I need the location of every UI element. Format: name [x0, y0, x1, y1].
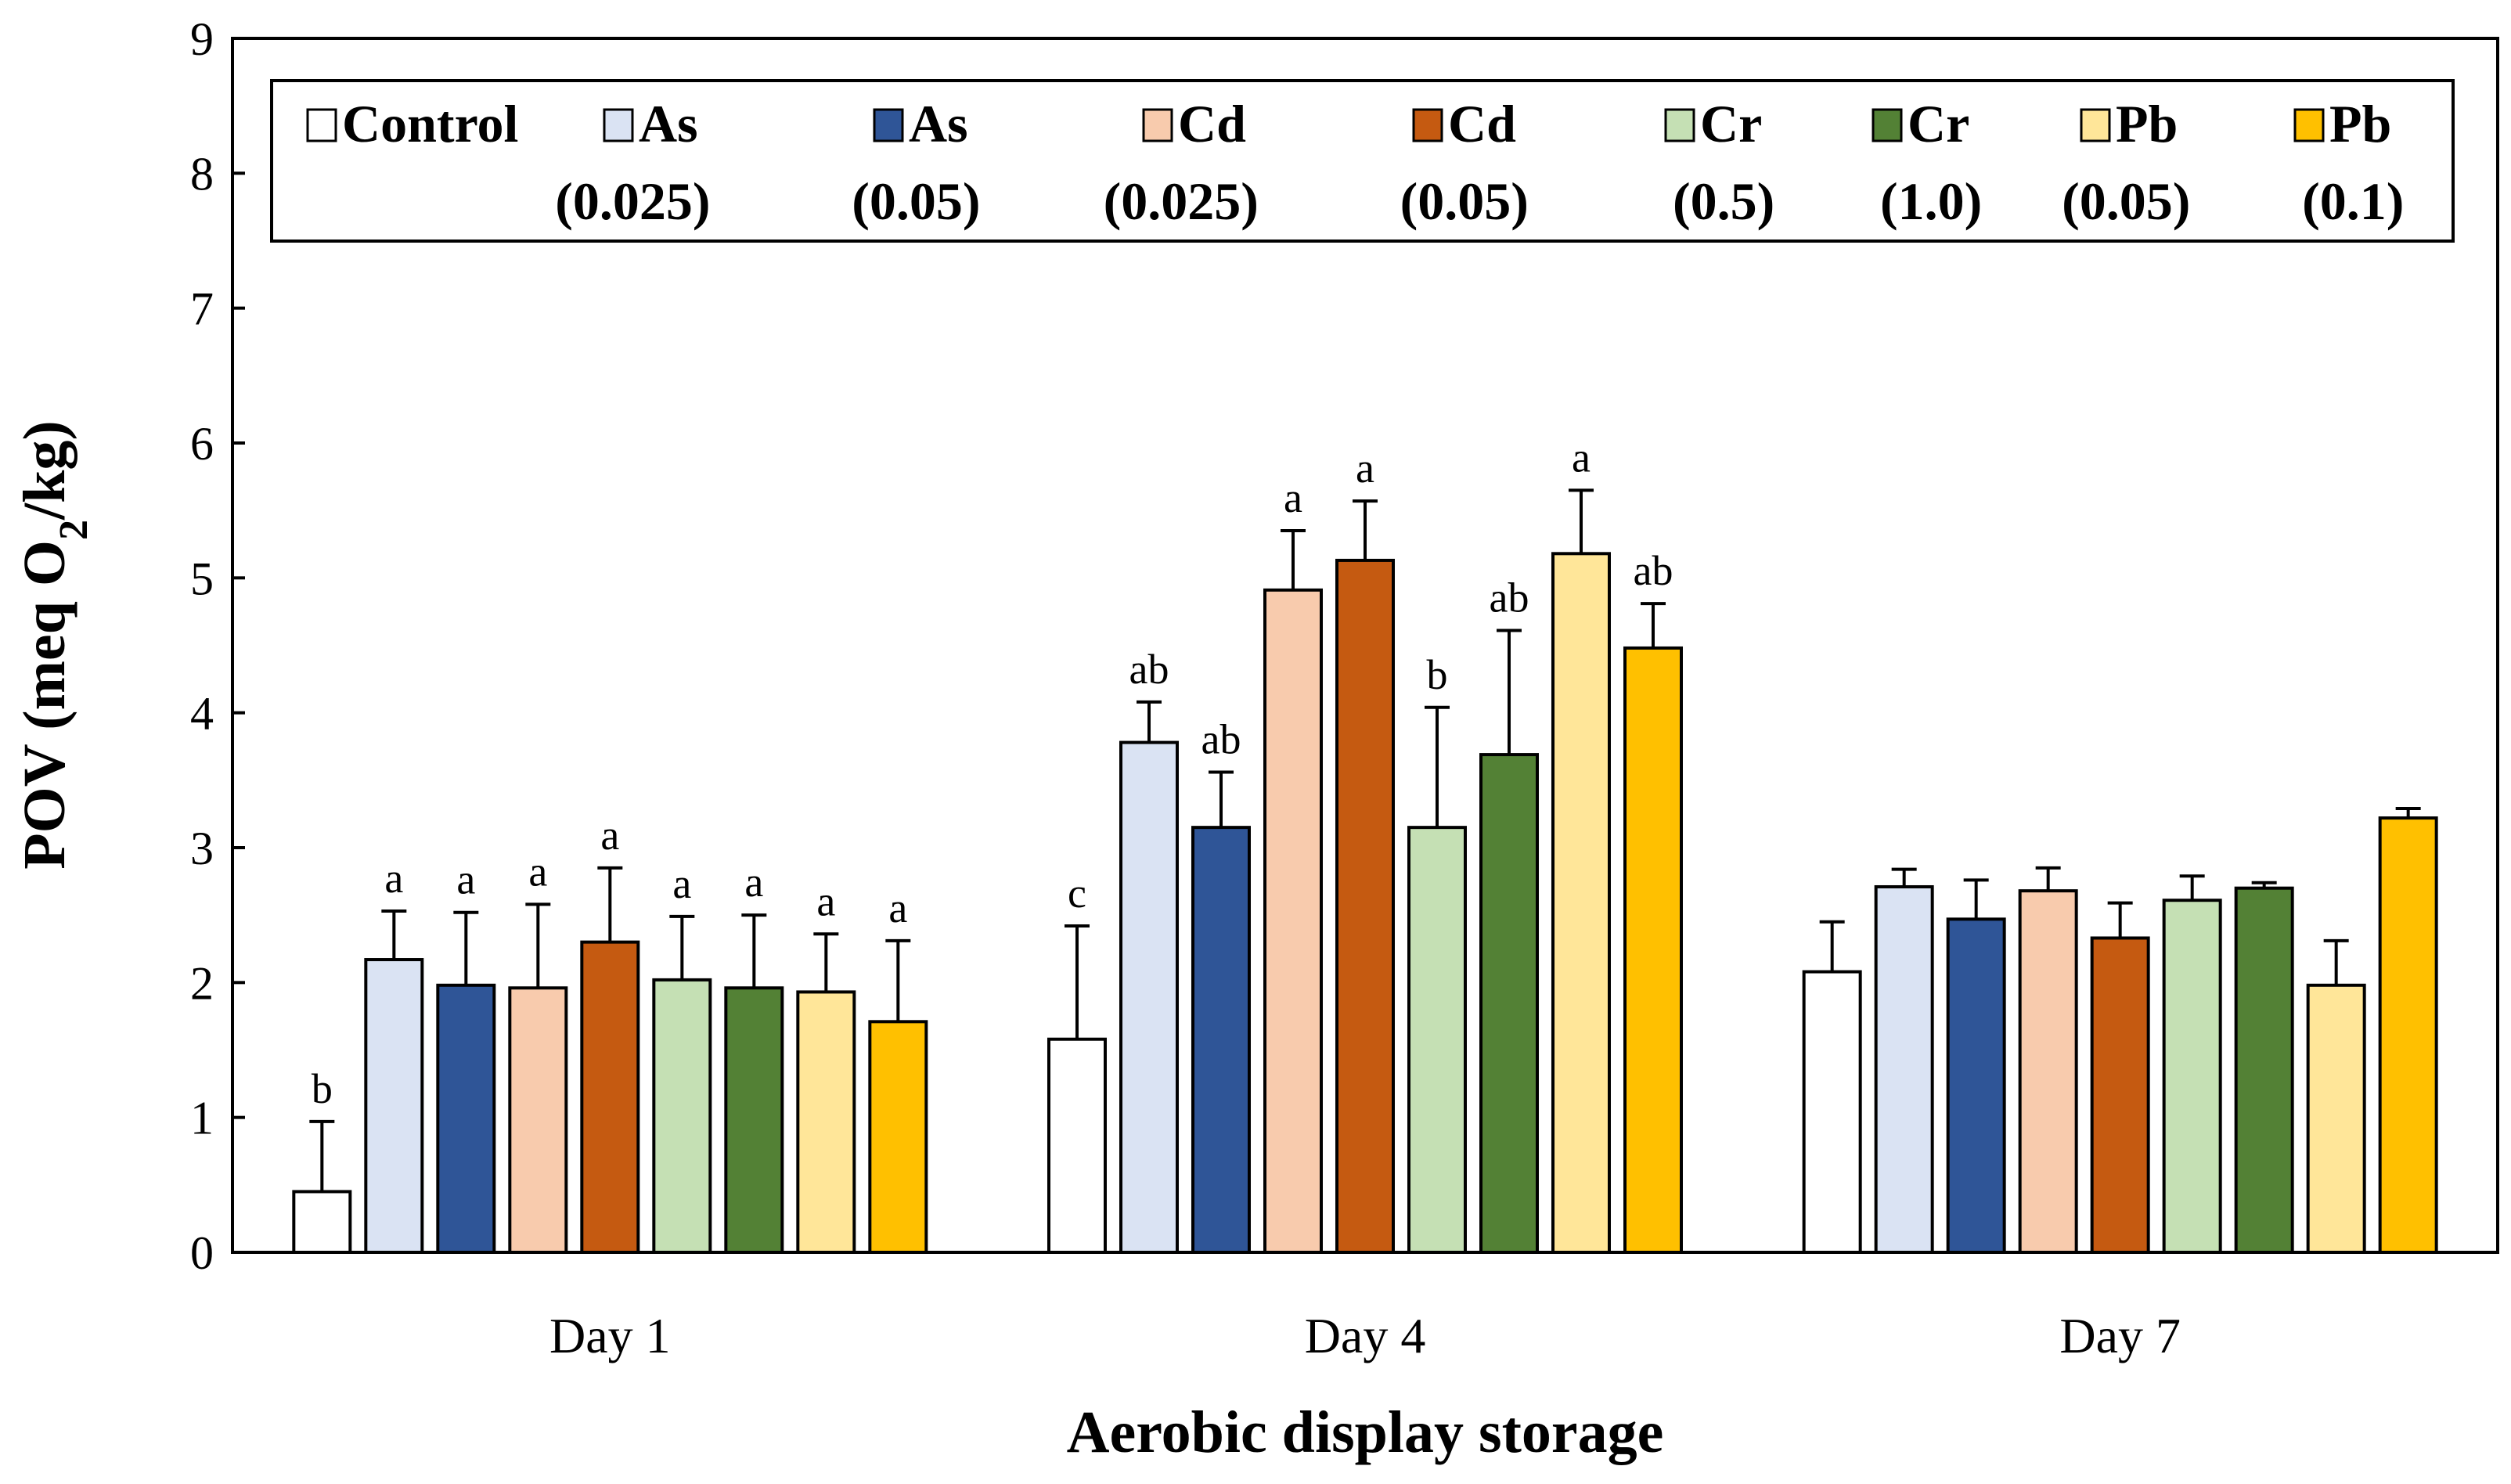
bar [2162, 899, 2222, 1254]
legend-frame [270, 79, 2455, 243]
bar [1119, 740, 1179, 1254]
y-tick-label: 3 [190, 823, 214, 874]
bar [1263, 588, 1323, 1254]
legend-series-name: Pb [2329, 94, 2391, 153]
legend-swatch [1412, 108, 1443, 142]
bar [1874, 884, 1934, 1255]
bar [1047, 1037, 1107, 1255]
legend: Control As (0.025) As (0.05) Cd (0.025) Cd (0.05… [270, 79, 2455, 243]
significance-letter: c [1068, 870, 1086, 917]
significance-letter: b [1427, 651, 1448, 698]
significance-letter: a [888, 884, 907, 931]
significance-letter: a [1572, 434, 1591, 481]
y-tick-label: 8 [190, 148, 214, 200]
legend-series-concentration: (0.1) [2302, 171, 2404, 231]
y-axis-ticks: 0 1 2 3 4 5 6 7 8 9 [190, 13, 245, 1279]
bar [652, 978, 712, 1255]
legend-swatch [1872, 108, 1903, 142]
bar [2306, 983, 2366, 1255]
bar [580, 940, 640, 1254]
legend-series-name: Pb [2116, 94, 2178, 153]
significance-letter: a [600, 812, 619, 859]
bar [796, 990, 856, 1254]
bar [2090, 936, 2150, 1255]
significance-letter: a [456, 856, 475, 903]
significance-letter: a [744, 859, 763, 906]
y-tick-label: 9 [190, 13, 214, 65]
legend-series-name: Cd [1178, 94, 1246, 153]
bar [1191, 826, 1251, 1254]
y-tick-label: 4 [190, 688, 214, 740]
significance-letter: a [816, 877, 835, 924]
significance-letter: a [672, 860, 691, 907]
y-tick-label: 2 [190, 957, 214, 1009]
significance-letter: a [1284, 474, 1302, 521]
legend-series-name: Control [342, 94, 518, 153]
significance-letter: ab [1129, 646, 1169, 693]
x-category-label: Day 1 [549, 1308, 671, 1363]
y-axis-title-prefix: POV (meq O [12, 540, 77, 870]
legend-swatch [1664, 108, 1695, 142]
legend-series-name: Cr [1908, 94, 1969, 153]
legend-series-name: As [909, 94, 968, 153]
bar [508, 986, 568, 1255]
y-axis-title-suffix: /kg) [12, 420, 77, 520]
legend-series-concentration: (0.05) [2062, 171, 2190, 231]
x-axis-categories: Day 1 Day 4 Day 7 [549, 1308, 2181, 1363]
y-tick-label: 1 [190, 1093, 214, 1144]
plot-area-frame [231, 37, 2499, 1254]
legend-swatch [873, 108, 904, 142]
significance-letter: a [384, 855, 403, 902]
legend-swatch [603, 108, 634, 142]
y-tick-label: 5 [190, 553, 214, 604]
bar [364, 958, 424, 1254]
y-tick-label: 6 [190, 418, 214, 470]
legend-series-concentration: (0.5) [1673, 171, 1774, 231]
legend-series-concentration: (0.05) [852, 171, 980, 231]
significance-letter: ab [1634, 547, 1673, 594]
y-tick-label: 0 [190, 1227, 214, 1279]
legend-series-concentration: (0.025) [555, 171, 710, 231]
x-category-label: Day 7 [2059, 1308, 2181, 1363]
legend-series-concentration: (1.0) [1880, 171, 1982, 231]
y-axis-title-subscript: 2 [52, 520, 96, 540]
bar [436, 983, 496, 1255]
bar [292, 1190, 352, 1254]
bar [1946, 917, 2006, 1254]
significance-letter: a [528, 848, 547, 895]
legend-swatch [2080, 108, 2111, 142]
bar [1551, 552, 1611, 1254]
legend-series-concentration: (0.05) [1400, 171, 1529, 231]
legend-series-name: Cd [1448, 94, 1516, 153]
bar [2234, 886, 2294, 1254]
significance-letter: ab [1201, 715, 1241, 762]
significance-letter: b [312, 1065, 333, 1112]
bar [724, 986, 784, 1255]
bar [1407, 826, 1467, 1254]
bar [2018, 889, 2078, 1254]
legend-series-name: Cr [1700, 94, 1762, 153]
bar [868, 1020, 928, 1255]
y-tick-label: 7 [190, 283, 214, 335]
legend-swatch [2293, 108, 2325, 142]
bar [1802, 970, 1862, 1254]
significance-letter: a [1356, 445, 1374, 492]
bar [2378, 816, 2438, 1254]
significance-letter: ab [1490, 575, 1529, 621]
bar [1479, 753, 1539, 1254]
legend-swatch [1142, 108, 1173, 142]
legend-series-concentration: (0.025) [1104, 171, 1259, 231]
bar [1335, 558, 1395, 1254]
y-axis-title: POV (meq O2/kg) [12, 420, 96, 870]
legend-series-name: As [639, 94, 698, 153]
x-axis-title: Aerobic display storage [1067, 1399, 1664, 1465]
x-category-label: Day 4 [1305, 1308, 1426, 1363]
bar [1623, 646, 1683, 1254]
legend-swatch [306, 108, 337, 142]
